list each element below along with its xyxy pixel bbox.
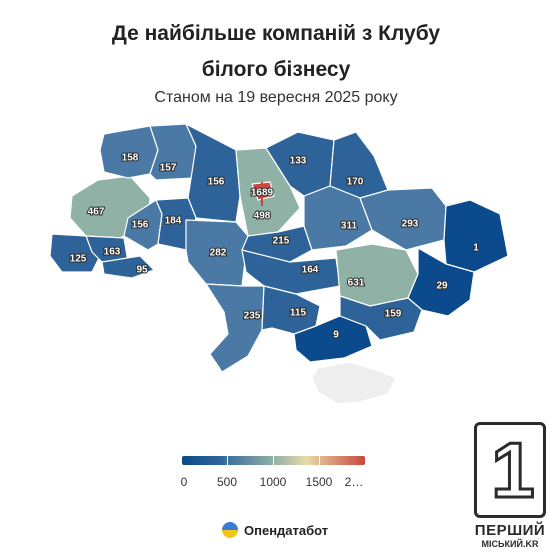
region-label-ternopil: 156 [132,220,149,231]
legend-divider [227,456,228,465]
region-label-kirovohrad: 164 [302,265,319,276]
region-label-zakarpattia: 125 [70,254,87,265]
region-label-odesa: 235 [244,311,261,322]
legend-tick-max: 2… [344,475,364,489]
region-label-kyiv-city: 1689 [251,188,274,199]
region-luhansk [443,199,509,273]
region-kherson [293,315,373,363]
region-kirovohrad [241,249,341,295]
watermark-subtitle: МІСЬКИЙ.KR [481,539,539,549]
region-poltava [303,185,373,251]
region-crimea [311,361,397,405]
region-label-dnipropetrovsk: 631 [348,278,365,289]
region-donetsk [407,247,475,317]
region-odesa [205,283,265,373]
legend-tick-1500: 1500 [305,475,333,489]
legend-tick-1000: 1000 [259,475,287,489]
kyiv-city-marker-icon [258,182,266,206]
region-label-kyiv-oblast: 498 [254,211,271,222]
watermark-name: ПЕРШИЙ [474,522,546,539]
region-label-vinnytsia: 282 [210,248,227,259]
region-label-khmelnytskyi: 184 [165,216,182,227]
region-label-cherkasy: 215 [273,236,290,247]
map-title-line2: білого бізнесу [201,58,351,81]
watermark-badge: 1 [474,422,546,518]
region-sumy [329,131,389,199]
region-chernivtsi [101,255,155,279]
region-zaporizhzhia [339,295,423,341]
legend-divider [273,456,274,465]
region-dnipropetrovsk [335,243,419,307]
region-label-mykolaiv: 115 [290,308,307,319]
legend-tick-0: 0 [180,475,188,489]
region-label-volyn: 158 [122,153,139,164]
watermark-logo: 1 ПЕРШИЙ МІСЬКИЙ.KR [468,418,552,552]
legend-divider [319,456,320,465]
region-label-poltava: 311 [341,221,358,232]
region-label-zhytomyr: 156 [208,177,225,188]
region-label-lviv: 467 [88,207,105,218]
brand-name: Опендатабот [244,522,329,538]
region-label-sumy: 170 [347,177,364,188]
watermark-digit: 1 [490,426,536,515]
map-subtitle: Станом на 19 вересня 2025 року [154,89,398,106]
region-label-ivano-frankivsk: 163 [104,247,121,258]
region-label-kherson: 9 [333,330,339,341]
region-label-chernihiv: 133 [290,156,307,167]
region-label-donetsk: 29 [436,281,448,292]
region-label-rivne: 157 [160,163,177,174]
region-label-kharkiv: 293 [402,219,419,230]
region-label-zaporizhzhia: 159 [385,309,402,320]
region-zhytomyr [185,123,241,223]
map-title: Де найбільше компаній з Клубу [111,22,441,45]
region-label-luhansk: 1 [473,243,479,254]
region-label-chernivtsi: 95 [136,265,148,276]
brand-credit: Опендатабот [222,518,328,542]
opendatabot-logo-icon [222,522,238,538]
legend-tick-500: 500 [216,475,238,489]
